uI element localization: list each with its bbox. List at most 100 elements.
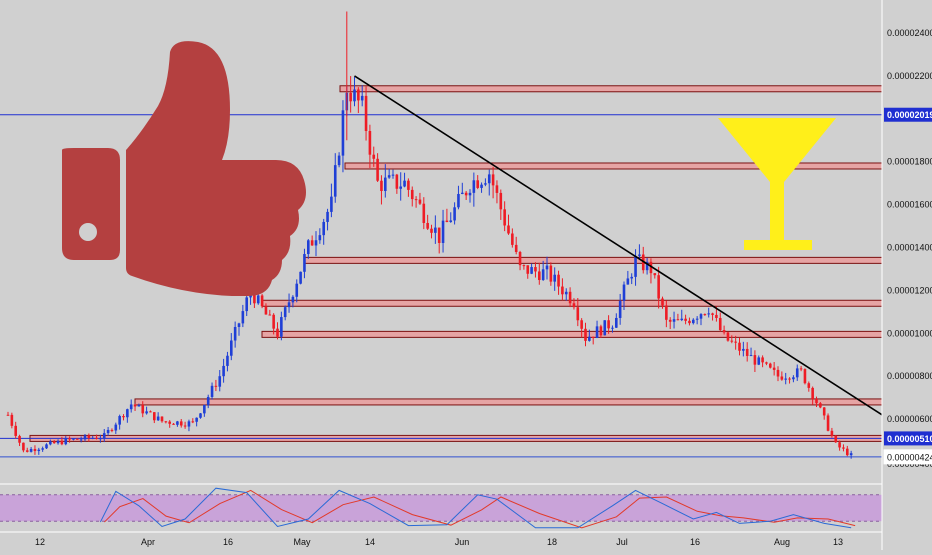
candle-body — [680, 318, 684, 321]
candle-body — [137, 405, 141, 407]
candle-body — [503, 209, 506, 226]
y-tick-label: 0.00002200 — [887, 71, 932, 81]
candle-body — [426, 222, 429, 229]
candle-body — [6, 414, 10, 416]
candle-body — [580, 320, 583, 329]
candle-body — [222, 365, 225, 377]
candle-body — [445, 220, 449, 223]
candle-body — [692, 319, 695, 324]
candle-body — [106, 429, 110, 434]
upper-price-badge — [884, 107, 932, 122]
candle-body — [784, 378, 787, 380]
candle-body — [357, 89, 360, 101]
candle-body — [49, 441, 52, 445]
candle-body — [668, 319, 672, 322]
candle-body — [842, 447, 845, 449]
candle-body — [511, 233, 514, 245]
candle-body — [514, 244, 518, 252]
candle-body — [256, 295, 260, 304]
x-tick-label: 16 — [223, 537, 233, 547]
candle-body — [661, 298, 664, 306]
upper-price-label: 0.00002019 — [887, 110, 932, 120]
candle-body — [545, 265, 549, 270]
candle-body — [414, 199, 418, 201]
candle-body — [10, 414, 14, 426]
x-tick-label: Aug — [774, 537, 790, 547]
candle-body — [568, 291, 572, 304]
candle-body — [480, 184, 483, 188]
candle-body — [191, 421, 195, 423]
candle-body — [830, 430, 834, 436]
candle-body — [615, 317, 618, 328]
candle-body — [226, 355, 229, 366]
candle-body — [25, 450, 29, 452]
candle-body — [403, 180, 406, 187]
x-tick-label: 14 — [365, 537, 375, 547]
candle-body — [595, 326, 599, 339]
candle-body — [618, 300, 622, 318]
candle-body — [611, 327, 614, 329]
candle-body — [199, 413, 202, 418]
candle-body — [472, 180, 476, 193]
candle-body — [849, 453, 853, 456]
candle-body — [742, 348, 745, 351]
candle-body — [530, 267, 533, 274]
candle-body — [179, 421, 183, 426]
candle-body — [468, 192, 472, 196]
x-tick-label: 12 — [35, 537, 45, 547]
x-tick-label: 16 — [690, 537, 700, 547]
candle-body — [395, 174, 399, 189]
x-tick-label: 18 — [547, 537, 557, 547]
candle-body — [384, 177, 387, 191]
martini-base — [744, 240, 812, 250]
candle-body — [380, 180, 383, 191]
candle-body — [272, 314, 275, 329]
candle-body — [549, 265, 553, 282]
martini-stem — [770, 180, 784, 242]
candle-body — [33, 448, 37, 452]
candle-body — [187, 421, 191, 427]
candle-body — [541, 269, 545, 281]
candle-body — [649, 261, 653, 274]
candle-body — [437, 227, 441, 243]
candle-body — [765, 362, 768, 364]
candle-body — [56, 440, 60, 444]
candle-body — [364, 95, 368, 131]
candle-body — [795, 368, 799, 378]
candle-body — [83, 435, 87, 440]
candle-body — [584, 328, 587, 341]
candle-body — [769, 363, 772, 368]
candle-body — [399, 186, 402, 189]
y-tick-label: 0.00000600 — [887, 414, 932, 424]
trendline-layer — [354, 75, 883, 416]
candle-body — [206, 396, 210, 405]
candle-body — [491, 174, 495, 186]
candle-body — [360, 95, 364, 101]
martini-bowl — [718, 118, 836, 182]
candle-body — [410, 189, 414, 200]
resistance-zone — [261, 330, 883, 338]
candle-body — [99, 438, 102, 440]
candle-body — [41, 448, 44, 450]
candle-body — [738, 342, 741, 351]
candle-body — [280, 317, 283, 337]
y-tick-label: 0.00000800 — [887, 371, 932, 381]
candle-body — [441, 220, 445, 243]
candle-body — [37, 449, 41, 452]
candle-body — [665, 305, 668, 320]
candle-body — [522, 265, 526, 267]
candle-body — [376, 158, 379, 181]
oscillator-k-line — [99, 487, 852, 529]
candle-body — [534, 267, 537, 272]
candle-body — [176, 421, 179, 425]
martini-glass-icon — [718, 118, 836, 250]
candle-body — [87, 435, 91, 439]
candle-body — [707, 313, 710, 315]
candle-body — [164, 421, 168, 423]
candle-body — [576, 307, 580, 321]
candle-body — [676, 319, 680, 321]
thumb-cuff-dot — [79, 223, 97, 241]
candle-body — [461, 192, 464, 194]
candle-body — [434, 227, 437, 233]
trendline — [354, 75, 883, 416]
